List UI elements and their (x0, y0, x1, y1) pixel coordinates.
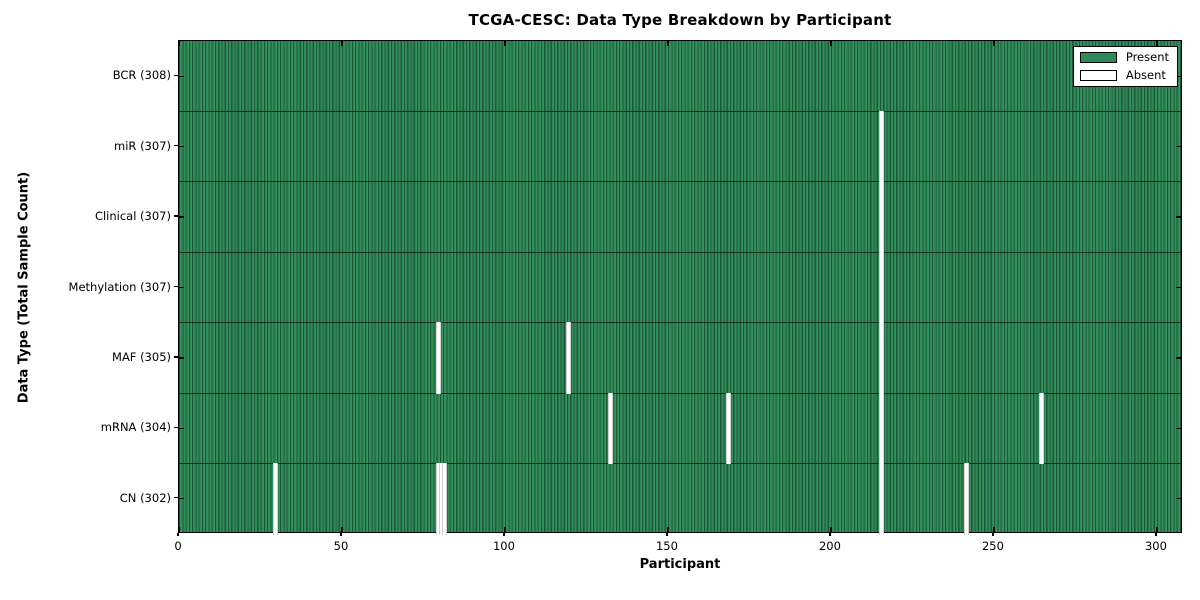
y-tick-right-inner (1176, 216, 1181, 218)
row-divider (179, 251, 1181, 253)
y-tick-label-BCR: BCR (308) (112, 68, 171, 83)
x-tick-top-inner (504, 41, 506, 46)
absent-bar-mRNA-215 (879, 392, 884, 465)
x-tick-label-300: 300 (1144, 539, 1167, 553)
absent-bar-mRNA-132 (608, 392, 614, 465)
x-tick-bottom-inner (1156, 527, 1158, 532)
x-tick-bottom-inner (667, 527, 669, 532)
absent-bar-MAF-119 (566, 322, 571, 394)
y-tick-left-inner (179, 357, 184, 359)
row-divider (179, 181, 1181, 183)
y-tick-left-inner (179, 286, 184, 289)
chart-title: TCGA-CESC: Data Type Breakdown by Partic… (468, 11, 892, 29)
y-tick-right-inner (1176, 286, 1181, 289)
x-tick-bottom (503, 533, 505, 536)
y-tick-right-inner (1176, 357, 1181, 359)
x-tick-label-50: 50 (333, 539, 349, 553)
absent-bar-mRNA-264 (1038, 392, 1044, 465)
x-tick-label-200: 200 (818, 539, 841, 553)
y-tick-label-Methylation: Methylation (307) (68, 279, 171, 294)
legend-swatch-present (1079, 52, 1117, 64)
x-tick-top-inner (341, 41, 343, 46)
x-tick-label-0: 0 (174, 539, 182, 553)
y-tick-right-inner (1176, 146, 1181, 148)
x-tick-bottom (666, 533, 668, 536)
x-tick-top-inner (178, 41, 180, 46)
x-tick-bottom-inner (830, 527, 832, 532)
absent-bar-CN-215 (879, 462, 884, 535)
row-divider (179, 110, 1181, 113)
y-tick-left (174, 215, 178, 217)
x-tick-bottom (992, 533, 994, 536)
x-tick-bottom-inner (178, 527, 180, 532)
x-axis-label: Participant (639, 557, 721, 572)
absent-bar-mRNA-168 (725, 392, 731, 465)
x-tick-top-inner (993, 41, 995, 46)
y-tick-label-mRNA: mRNA (304) (100, 420, 171, 435)
absent-bar-MAF-79 (435, 322, 441, 394)
legend-item-absent: Absent (1079, 67, 1169, 82)
legend-label: Absent (1125, 67, 1166, 82)
absent-bar-MAF-215 (879, 322, 884, 394)
y-tick-left (174, 145, 178, 147)
absent-bar-CN-81 (442, 462, 448, 535)
x-tick-label-250: 250 (981, 539, 1004, 553)
y-tick-left (174, 426, 178, 428)
y-axis-label: Data Type (Total Sample Count) (16, 171, 32, 404)
y-tick-left (174, 497, 178, 499)
x-tick-label-100: 100 (492, 539, 515, 553)
y-tick-label-miR: miR (307) (114, 138, 171, 153)
x-tick-label-150: 150 (655, 539, 678, 553)
absent-bar-miR-215 (879, 110, 884, 183)
x-tick-bottom (1155, 533, 1157, 536)
y-tick-label-Clinical: Clinical (307) (94, 209, 171, 224)
y-tick-label-CN: CN (302) (119, 490, 171, 505)
row-divider (179, 462, 1181, 465)
y-tick-label-MAF: MAF (305) (112, 349, 171, 364)
absent-bar-CN-29 (272, 462, 278, 535)
x-tick-bottom-inner (504, 527, 506, 532)
row-divider (179, 392, 1181, 394)
absent-bar-CN-241 (963, 462, 969, 535)
y-tick-right-inner (1176, 427, 1181, 429)
row-divider (179, 322, 1181, 324)
x-tick-bottom-inner (993, 527, 995, 532)
y-tick-right-inner (1176, 498, 1181, 500)
legend-label: Present (1125, 50, 1169, 64)
x-tick-top-inner (830, 41, 832, 46)
x-tick-bottom (829, 533, 831, 536)
legend-swatch-absent (1079, 69, 1117, 81)
y-tick-left (174, 285, 178, 288)
y-tick-left-inner (179, 216, 184, 218)
y-tick-left (174, 74, 178, 76)
y-tick-left-inner (179, 75, 184, 77)
x-tick-top-inner (667, 41, 669, 46)
x-tick-top-inner (1156, 41, 1158, 46)
plot-area: Present Absent (178, 40, 1182, 535)
y-tick-left-inner (179, 498, 184, 500)
y-tick-left-inner (179, 146, 184, 148)
legend: Present Absent (1072, 46, 1178, 87)
y-tick-left-inner (179, 427, 184, 429)
x-tick-bottom (340, 533, 342, 536)
x-tick-bottom-inner (341, 527, 343, 532)
legend-item-present: Present (1079, 50, 1169, 64)
absent-bar-Methylation-215 (879, 251, 884, 324)
x-tick-bottom (177, 533, 179, 536)
y-tick-right-inner (1176, 75, 1181, 77)
absent-bar-Clinical-215 (879, 181, 884, 253)
y-tick-left (174, 356, 178, 358)
